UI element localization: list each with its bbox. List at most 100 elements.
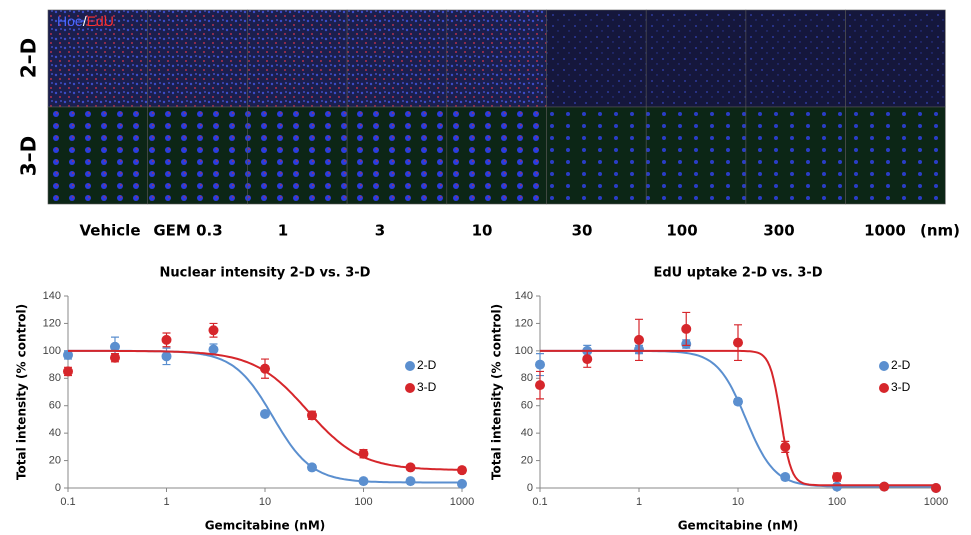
data-point bbox=[582, 354, 593, 365]
data-point bbox=[358, 448, 369, 459]
data-point bbox=[535, 380, 545, 391]
data-point bbox=[733, 337, 743, 348]
y-tick-label: 40 bbox=[521, 427, 533, 439]
micrograph bbox=[745, 9, 846, 108]
x-tick-label: 0.1 bbox=[532, 496, 547, 508]
condition-label: 100 bbox=[666, 222, 697, 240]
micrograph bbox=[346, 9, 448, 108]
micrograph bbox=[745, 106, 846, 205]
chart-title: EdU uptake 2-D vs. 3-D bbox=[653, 266, 822, 281]
y-tick-label: 120 bbox=[43, 317, 61, 329]
legend-label: 2-D bbox=[891, 358, 911, 372]
data-point bbox=[681, 323, 692, 334]
micrograph bbox=[47, 106, 148, 205]
micrograph bbox=[247, 9, 348, 108]
data-point bbox=[208, 325, 219, 336]
micrograph bbox=[645, 106, 747, 205]
micrograph bbox=[845, 106, 946, 205]
stain-part: Hoe bbox=[57, 13, 83, 29]
y-tick-label: 120 bbox=[515, 317, 533, 329]
condition-label: 300 bbox=[763, 222, 794, 240]
micrograph bbox=[346, 106, 448, 205]
data-point bbox=[109, 352, 120, 363]
y-tick-label: 80 bbox=[521, 372, 533, 384]
micrograph bbox=[645, 9, 747, 108]
image-panel: Hoe/EdU 2–D 3–D Vehicle GEM 0.3 1 3 10 30 100 300 1… bbox=[17, 9, 960, 240]
micrograph bbox=[47, 9, 148, 108]
data-point bbox=[457, 465, 467, 476]
legend-marker bbox=[405, 361, 415, 371]
y-tick-label: 100 bbox=[43, 345, 61, 357]
micrograph bbox=[247, 106, 348, 205]
data-point bbox=[405, 462, 416, 473]
x-tick-label: 0.1 bbox=[60, 496, 75, 508]
data-point bbox=[733, 396, 743, 407]
y-axis-label: Total intensity (% control) bbox=[490, 304, 504, 480]
row-label: 2–D bbox=[17, 38, 41, 79]
x-tick-label: 10 bbox=[732, 496, 744, 508]
x-tick-label: 10 bbox=[259, 496, 271, 508]
x-tick-label: 100 bbox=[828, 496, 846, 508]
stain-part: EdU bbox=[87, 13, 114, 29]
x-axis-label: Gemcitabine (nM) bbox=[678, 519, 799, 533]
y-tick-label: 0 bbox=[527, 482, 533, 494]
micrograph bbox=[147, 106, 248, 205]
data-point bbox=[63, 349, 73, 360]
data-point bbox=[931, 483, 941, 493]
chart-title: Nuclear intensity 2-D vs. 3-D bbox=[160, 266, 371, 281]
condition-label: Vehicle bbox=[80, 222, 141, 240]
condition-label: 1000 bbox=[864, 222, 906, 240]
chart: EdU uptake 2-D vs. 3-D Gemcitabine (nM) To… bbox=[490, 266, 949, 533]
data-point bbox=[780, 441, 791, 452]
y-tick-label: 60 bbox=[49, 400, 61, 412]
data-point bbox=[306, 410, 317, 421]
x-tick-label: 1 bbox=[636, 496, 642, 508]
data-point bbox=[634, 334, 644, 345]
y-tick-label: 140 bbox=[515, 290, 533, 302]
x-tick-label: 100 bbox=[354, 496, 372, 508]
data-point bbox=[161, 351, 172, 362]
data-point bbox=[832, 481, 842, 492]
data-point bbox=[208, 344, 219, 355]
data-point bbox=[535, 359, 545, 370]
micrograph bbox=[446, 9, 547, 108]
micrograph bbox=[147, 9, 248, 108]
y-tick-label: 0 bbox=[55, 482, 61, 494]
data-point bbox=[879, 481, 890, 492]
condition-label: GEM 0.3 bbox=[153, 222, 222, 240]
legend-marker bbox=[405, 383, 415, 393]
micrograph bbox=[845, 9, 946, 108]
y-tick-label: 20 bbox=[521, 454, 533, 466]
data-point bbox=[405, 476, 416, 487]
stain-part: / bbox=[83, 13, 87, 29]
unit-label: (nm) bbox=[920, 222, 960, 240]
y-tick-label: 140 bbox=[43, 290, 61, 302]
y-tick-label: 20 bbox=[49, 454, 61, 466]
legend-label: 3-D bbox=[891, 380, 911, 394]
y-axis-label: Total intensity (% control) bbox=[15, 304, 29, 480]
y-tick-label: 40 bbox=[49, 427, 61, 439]
x-tick-label: 1 bbox=[163, 496, 169, 508]
data-point bbox=[109, 341, 120, 352]
data-point bbox=[358, 476, 369, 487]
y-tick-label: 60 bbox=[521, 400, 533, 412]
row-label: 3–D bbox=[17, 136, 41, 177]
data-point bbox=[260, 408, 270, 419]
legend-marker bbox=[879, 383, 889, 393]
data-point bbox=[63, 366, 73, 377]
x-tick-label: 1000 bbox=[450, 496, 474, 508]
fit-curve bbox=[540, 349, 936, 487]
micrograph bbox=[546, 9, 647, 108]
legend-marker bbox=[879, 361, 889, 371]
data-point bbox=[780, 472, 791, 483]
micrograph bbox=[546, 106, 647, 205]
condition-label: 3 bbox=[375, 222, 385, 240]
data-point bbox=[161, 334, 172, 345]
data-point bbox=[260, 363, 270, 374]
legend-label: 3-D bbox=[417, 380, 437, 394]
micrograph bbox=[446, 106, 547, 205]
legend-label: 2-D bbox=[417, 358, 437, 372]
fit-curve bbox=[540, 349, 936, 488]
